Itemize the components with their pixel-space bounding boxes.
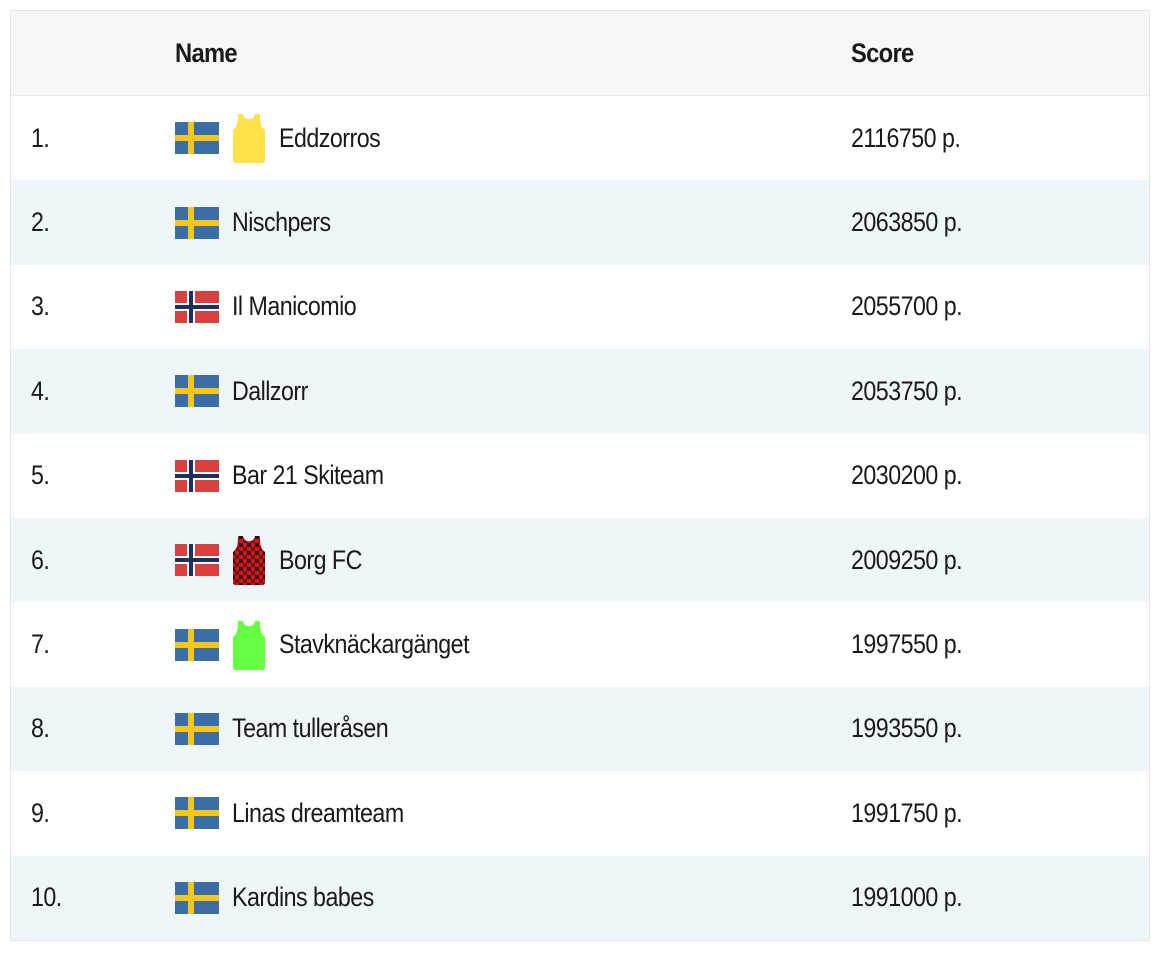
- name-cell: Borg FC: [175, 535, 851, 586]
- score-cell: 2053750 p.: [851, 376, 1149, 407]
- table-row[interactable]: 4. Dallzorr 2053750 p.: [11, 349, 1149, 434]
- rank-text: 3.: [31, 291, 50, 322]
- score-text: 2063850 p.: [851, 207, 963, 238]
- score-text: 1997550 p.: [851, 629, 963, 660]
- score-cell: 2009250 p.: [851, 545, 1149, 576]
- score-text: 2009250 p.: [851, 544, 963, 575]
- sweden-flag-icon: [175, 375, 219, 408]
- table-body: 1. Eddzorros 2116750 p. 2. Nischpers 206385…: [11, 96, 1149, 940]
- leaderboard-table: Name Score 1. Eddzorros 2116750 p. 2. Nisc…: [10, 10, 1150, 941]
- norway-flag-icon: [175, 544, 219, 577]
- score-text: 2055700 p.: [851, 291, 963, 322]
- table-row[interactable]: 5. Bar 21 Skiteam 2030200 p.: [11, 433, 1149, 518]
- table-row[interactable]: 8. Team tulleråsen 1993550 p.: [11, 686, 1149, 772]
- rank-text: 5.: [31, 460, 50, 491]
- rank-cell: 10.: [11, 882, 175, 913]
- score-text: 1991750 p.: [851, 797, 963, 828]
- rank-text: 9.: [31, 797, 50, 828]
- team-name[interactable]: Linas dreamteam: [232, 797, 404, 828]
- table-row[interactable]: 3. Il Manicomio 2055700 p.: [11, 264, 1149, 350]
- table-row[interactable]: 1. Eddzorros 2116750 p.: [11, 96, 1149, 181]
- table-row[interactable]: 7. Stavknäckargänget 1997550 p.: [11, 602, 1149, 687]
- rank-cell: 9.: [11, 798, 175, 829]
- team-name[interactable]: Kardins babes: [232, 882, 374, 913]
- sweden-flag-icon: [175, 122, 219, 155]
- score-text: 1991000 p.: [851, 882, 963, 913]
- rank-cell: 4.: [11, 376, 175, 407]
- rank-cell: 5.: [11, 460, 175, 491]
- name-cell: Linas dreamteam: [175, 797, 851, 830]
- table-row[interactable]: 2. Nischpers 2063850 p.: [11, 180, 1149, 265]
- rank-text: 6.: [31, 544, 50, 575]
- team-name[interactable]: Bar 21 Skiteam: [232, 460, 384, 491]
- name-cell: Kardins babes: [175, 881, 851, 914]
- table-row[interactable]: 6. Borg FC 2009250 p.: [11, 517, 1149, 603]
- rank-text: 2.: [31, 207, 50, 238]
- team-name[interactable]: Stavknäckargänget: [279, 629, 470, 660]
- rank-text: 8.: [31, 713, 50, 744]
- rank-text: 1.: [31, 122, 50, 153]
- table-header: Name Score: [11, 11, 1149, 96]
- team-name[interactable]: Dallzorr: [232, 375, 308, 406]
- yellow-jersey-icon: [233, 114, 265, 164]
- norway-flag-icon: [175, 290, 219, 323]
- table-row[interactable]: 9. Linas dreamteam 1991750 p.: [11, 771, 1149, 856]
- name-cell: Eddzorros: [175, 113, 851, 164]
- score-text: 2053750 p.: [851, 375, 963, 406]
- score-cell: 1993550 p.: [851, 713, 1149, 744]
- rank-text: 4.: [31, 375, 50, 406]
- sweden-flag-icon: [175, 881, 219, 914]
- score-text: 1993550 p.: [851, 713, 963, 744]
- score-cell: 1991750 p.: [851, 798, 1149, 829]
- rank-cell: 2.: [11, 207, 175, 238]
- rank-text: 10.: [31, 882, 62, 913]
- green-jersey-icon: [233, 620, 265, 670]
- name-cell: Nischpers: [175, 206, 851, 239]
- rank-cell: 3.: [11, 291, 175, 322]
- norway-flag-icon: [175, 459, 219, 492]
- score-cell: 1997550 p.: [851, 629, 1149, 660]
- score-text: 2030200 p.: [851, 460, 963, 491]
- name-header: Name: [175, 37, 238, 68]
- sweden-flag-icon: [175, 712, 219, 745]
- name-cell: Dallzorr: [175, 375, 851, 408]
- team-name[interactable]: Team tulleråsen: [232, 713, 389, 744]
- team-name[interactable]: Il Manicomio: [232, 291, 357, 322]
- score-cell: 2116750 p.: [851, 123, 1149, 154]
- plaid-jersey-icon: [233, 536, 265, 586]
- team-name[interactable]: Nischpers: [232, 207, 331, 238]
- rank-cell: 8.: [11, 713, 175, 744]
- name-cell: Stavknäckargänget: [175, 620, 851, 670]
- name-cell: Bar 21 Skiteam: [175, 459, 851, 492]
- rank-cell: 6.: [11, 545, 175, 576]
- score-header: Score: [851, 37, 914, 68]
- team-name[interactable]: Borg FC: [279, 544, 362, 575]
- table-row[interactable]: 10. Kardins babes 1991000 p.: [11, 855, 1149, 940]
- name-cell: Team tulleråsen: [175, 712, 851, 745]
- name-cell: Il Manicomio: [175, 290, 851, 323]
- sweden-flag-icon: [175, 628, 219, 661]
- rank-text: 7.: [31, 629, 50, 660]
- score-cell: 1991000 p.: [851, 882, 1149, 913]
- rank-cell: 7.: [11, 629, 175, 660]
- score-cell: 2055700 p.: [851, 291, 1149, 322]
- sweden-flag-icon: [175, 797, 219, 830]
- rank-cell: 1.: [11, 123, 175, 154]
- score-cell: 2030200 p.: [851, 460, 1149, 491]
- score-cell: 2063850 p.: [851, 207, 1149, 238]
- team-name[interactable]: Eddzorros: [279, 122, 381, 153]
- score-text: 2116750 p.: [851, 122, 961, 153]
- sweden-flag-icon: [175, 206, 219, 239]
